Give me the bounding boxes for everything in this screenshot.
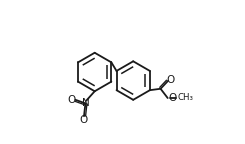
Text: N: N [82,98,89,108]
Text: O: O [68,95,76,105]
Text: CH₃: CH₃ [177,93,193,102]
Text: O: O [169,93,177,103]
Text: O: O [167,75,175,85]
Text: O: O [80,115,88,125]
